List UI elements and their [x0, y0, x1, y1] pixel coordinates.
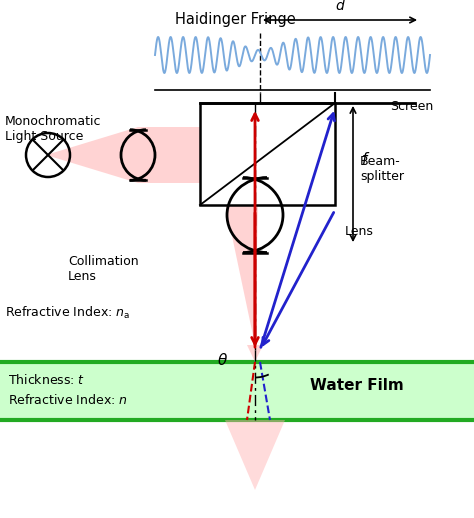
- Polygon shape: [225, 420, 285, 490]
- Text: Beam-
splitter: Beam- splitter: [360, 155, 404, 183]
- Text: Haidinger Fringe: Haidinger Fringe: [174, 12, 295, 27]
- Text: Refractive Index: $n$: Refractive Index: $n$: [8, 393, 128, 407]
- Text: Thickness: $t$: Thickness: $t$: [8, 373, 85, 387]
- Text: $d$: $d$: [335, 0, 346, 13]
- Text: Collimation
Lens: Collimation Lens: [68, 255, 138, 283]
- Text: Water Film: Water Film: [310, 378, 404, 393]
- Polygon shape: [205, 108, 260, 345]
- Polygon shape: [247, 345, 263, 362]
- Text: Refractive Index: $n_\mathrm{a}$: Refractive Index: $n_\mathrm{a}$: [5, 305, 130, 321]
- Text: Monochromatic
Light Source: Monochromatic Light Source: [5, 115, 101, 143]
- Text: Screen: Screen: [390, 100, 433, 113]
- Bar: [200, 103, 335, 205]
- Polygon shape: [138, 127, 200, 183]
- Text: Lens: Lens: [345, 225, 374, 238]
- Text: $\theta$: $\theta$: [217, 352, 228, 368]
- Polygon shape: [46, 127, 138, 183]
- Text: $f$: $f$: [361, 151, 370, 167]
- Bar: [0, 362, 474, 420]
